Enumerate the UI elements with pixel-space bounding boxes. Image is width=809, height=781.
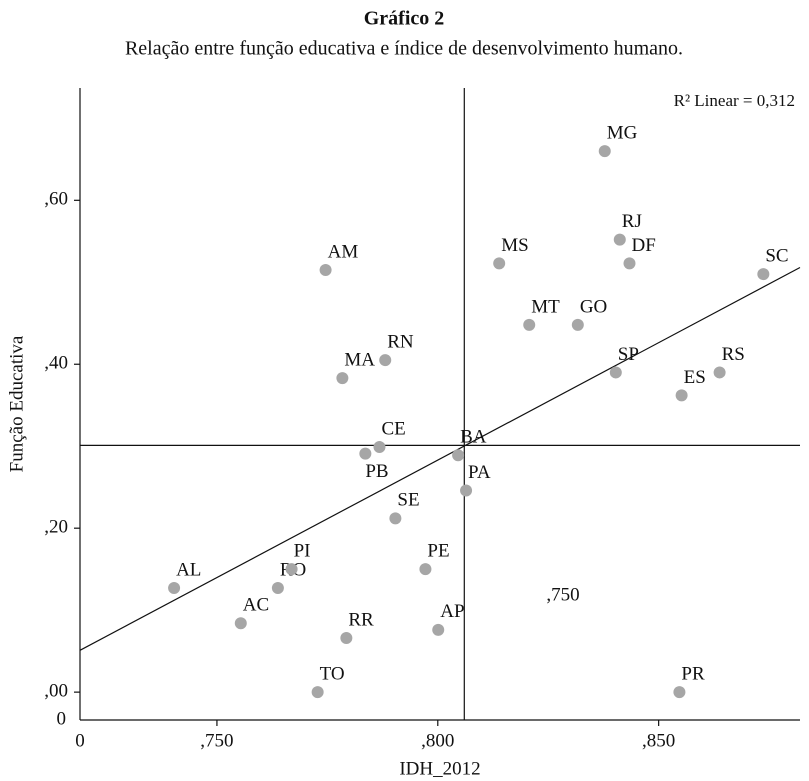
y-tick-label: ,40 (44, 353, 68, 374)
fit-line (79, 266, 801, 651)
y-tick-label: ,00 (44, 680, 68, 701)
point-label: AL (176, 559, 201, 580)
y-origin-label: 0 (57, 708, 67, 729)
point (319, 263, 332, 276)
point-label: SP (618, 344, 639, 365)
point (613, 233, 626, 246)
point (373, 441, 386, 454)
point (523, 318, 536, 331)
y-axis-label: Função Educativa (6, 335, 27, 472)
point (379, 354, 392, 367)
x-tick-label: ,800 (421, 730, 454, 751)
point (285, 563, 298, 576)
point-label: DF (631, 235, 655, 256)
point (598, 145, 611, 158)
r2-annotation: R² Linear = 0,312 (674, 91, 795, 110)
point (432, 623, 445, 636)
point-label: SE (397, 490, 419, 511)
point-label: RN (387, 332, 414, 353)
point-label: RR (348, 609, 374, 630)
point-label: AC (243, 595, 269, 616)
point (452, 449, 465, 462)
point (571, 318, 584, 331)
point (675, 389, 688, 402)
chart-title: Gráfico 2 (364, 8, 445, 30)
point-label: RJ (622, 211, 642, 232)
point (757, 268, 770, 281)
x-tick-label: ,750 (200, 730, 233, 751)
point-label: MS (501, 235, 528, 256)
point (493, 257, 506, 270)
point-label: RS (722, 344, 745, 365)
point (168, 582, 181, 595)
point (340, 632, 353, 645)
point (311, 686, 324, 699)
point-label: CE (381, 418, 405, 439)
x-axis-label: IDH_2012 (399, 758, 480, 779)
point-label: MA (344, 350, 375, 371)
x-tick-label: ,850 (642, 730, 675, 751)
point (271, 582, 284, 595)
point-label: AM (328, 241, 359, 262)
point (419, 563, 432, 576)
y-tick-label: ,20 (44, 517, 68, 538)
center-label: ,750 (546, 584, 579, 605)
x-origin-label: 0 (75, 730, 85, 751)
point (673, 686, 686, 699)
point-label: PI (294, 541, 311, 562)
y-tick-label: ,60 (44, 189, 68, 210)
point (234, 617, 247, 630)
point (609, 366, 622, 379)
point (713, 366, 726, 379)
point-label: AP (440, 601, 464, 622)
point (460, 484, 473, 497)
point-label: PE (427, 541, 449, 562)
point (336, 372, 349, 385)
point-label: GO (580, 296, 607, 317)
point-label: MG (607, 122, 638, 143)
point-label: PA (468, 462, 491, 483)
chart-subtitle: Relação entre função educativa e índice … (125, 38, 683, 60)
point-label: BA (460, 427, 487, 448)
point (359, 447, 372, 460)
point-label: SC (765, 245, 788, 266)
point (623, 257, 636, 270)
point-label: PB (365, 461, 388, 482)
point (389, 512, 402, 525)
point-label: PR (681, 663, 705, 684)
point-label: TO (320, 663, 345, 684)
point-label: MT (531, 296, 560, 317)
point-label: ES (684, 367, 706, 388)
